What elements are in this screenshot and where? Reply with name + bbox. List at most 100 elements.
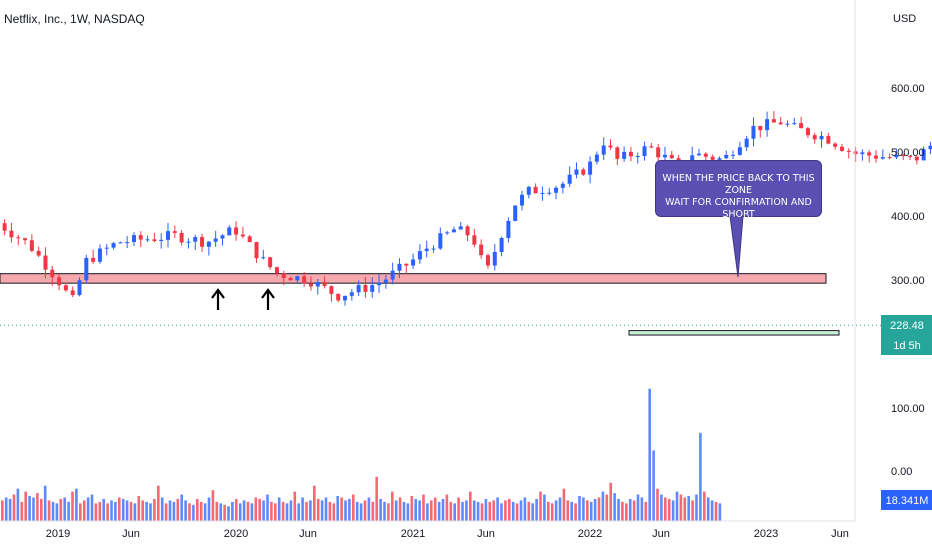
volume-bar: [453, 503, 456, 521]
y-axis: 600.00 500.00 400.00 300.00 100.00 0.00: [891, 83, 925, 478]
volume-bar: [582, 497, 585, 521]
x-tick-label: 2021: [401, 528, 425, 540]
volume-bar: [211, 490, 215, 521]
volume-bar: [16, 488, 20, 521]
candle-body: [336, 293, 341, 301]
volume-bar: [63, 497, 66, 521]
candle-body: [867, 152, 872, 156]
countdown-text: 1d 5h: [893, 340, 921, 352]
volume-bar: [500, 503, 503, 521]
candle-body: [431, 248, 436, 250]
candle-body: [880, 157, 885, 159]
candle-body: [792, 123, 797, 125]
last-price-text: 228.48: [890, 320, 924, 332]
candle-body: [254, 242, 259, 259]
last-price-badge: [881, 315, 932, 335]
x-tick-label: Jun: [122, 528, 140, 540]
volume-bar: [359, 503, 363, 521]
candle-body: [159, 239, 164, 242]
volume-bar: [121, 498, 125, 521]
volume-bar: [153, 498, 156, 521]
volume-bar: [679, 494, 683, 521]
volume-bar: [67, 501, 70, 521]
candle-body: [717, 158, 722, 160]
volume-bar: [55, 503, 59, 521]
volume-bar: [648, 388, 651, 521]
volume-text: 18.341M: [886, 495, 929, 507]
volume-bar: [562, 488, 566, 521]
volume-bar: [305, 501, 308, 521]
candle-body: [70, 290, 75, 296]
candle-body: [411, 259, 416, 266]
candle-body: [839, 146, 844, 151]
volume-bar: [422, 494, 425, 521]
candle-body: [261, 257, 266, 259]
volume-bar: [188, 503, 191, 521]
volume-bar: [718, 503, 722, 521]
candle-body: [567, 174, 572, 184]
candle-body: [805, 128, 810, 136]
candle-body: [771, 119, 776, 123]
candle-body: [213, 238, 218, 242]
volume-bar: [114, 501, 117, 521]
up-arrow-icon: [261, 288, 275, 310]
volume-bar: [550, 503, 554, 521]
volume-bar: [543, 494, 546, 521]
candle-body: [737, 147, 742, 155]
candle-body: [465, 226, 470, 236]
volume-bar: [125, 500, 129, 521]
volume-bar: [301, 497, 304, 521]
x-tick-label: Jun: [477, 528, 495, 540]
volume-bar: [71, 491, 74, 521]
volume-bar: [196, 498, 199, 521]
volume-bar: [320, 500, 324, 521]
candle-body: [853, 151, 858, 155]
volume-bar: [667, 498, 671, 521]
volume-bar: [223, 504, 226, 521]
candle-body: [560, 183, 565, 188]
volume-bar: [570, 501, 573, 521]
volume-bar: [527, 501, 531, 521]
candle-body: [520, 194, 525, 206]
candle-body: [417, 251, 422, 260]
volume-bar: [461, 501, 464, 521]
volume-bar: [593, 498, 597, 521]
volume-bar: [636, 494, 640, 521]
volume-bar: [293, 491, 297, 521]
candle-body: [485, 255, 490, 266]
volume-bar: [640, 497, 644, 521]
candle-body: [104, 247, 109, 249]
volume-bar: [449, 501, 453, 521]
volume-bar: [24, 491, 27, 521]
candle-body: [812, 135, 817, 140]
volume-bar: [660, 494, 663, 521]
volume-bars: [1, 388, 722, 521]
volume-bar: [180, 494, 183, 521]
volume-bar: [277, 497, 281, 521]
volume-bar: [133, 503, 137, 521]
candle-body: [860, 152, 865, 155]
volume-bar: [98, 501, 102, 521]
volume-bar: [36, 493, 39, 521]
x-tick-label: 2020: [224, 528, 248, 540]
candle-body: [656, 147, 661, 158]
candle-body: [513, 205, 518, 221]
candle-body: [227, 227, 232, 236]
y-tick-label: 600.00: [891, 83, 925, 95]
candle-body: [179, 232, 184, 243]
countdown-badge: [881, 335, 932, 355]
candle-body: [690, 155, 695, 163]
candle-body: [744, 138, 749, 148]
x-tick-label: Jun: [299, 528, 317, 540]
candle-body: [23, 238, 28, 241]
candle-body: [751, 125, 756, 139]
candle-body: [540, 192, 545, 194]
candle-body: [833, 143, 838, 147]
volume-bar: [149, 503, 152, 521]
volume-bar: [86, 497, 90, 521]
candle-body: [138, 235, 143, 240]
candle-body: [758, 125, 763, 131]
candle-body: [526, 186, 531, 195]
volume-bar: [484, 498, 488, 521]
support-zone: [628, 330, 840, 336]
